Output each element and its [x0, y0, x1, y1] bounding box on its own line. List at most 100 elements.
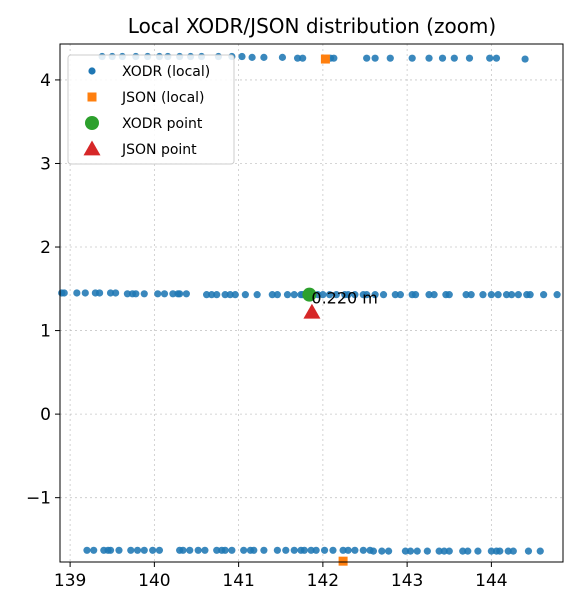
data-point [344, 546, 352, 554]
data-point [81, 289, 89, 297]
data-point [371, 54, 379, 62]
data-point [371, 291, 379, 299]
data-point [465, 54, 474, 62]
data-point [369, 547, 378, 555]
legend-marker [87, 92, 97, 102]
data-point [106, 546, 115, 554]
data-point [329, 546, 337, 554]
data-point [359, 546, 367, 554]
data-point [435, 547, 443, 555]
y-tick-label: 2 [40, 238, 51, 258]
legend-label: JSON point [121, 142, 197, 158]
data-point [496, 547, 504, 555]
data-point [464, 547, 472, 555]
y-tick-label: 0 [40, 405, 51, 425]
data-point [268, 291, 276, 299]
data-point [521, 55, 529, 63]
data-point [132, 290, 140, 298]
data-point [248, 53, 256, 61]
data-point [487, 547, 495, 555]
chart-title: Local XODR/JSON distribution (zoom) [128, 14, 496, 38]
legend-label: XODR point [122, 116, 203, 132]
data-point [221, 291, 229, 299]
data-point [203, 291, 211, 299]
data-point [208, 291, 216, 299]
data-point [494, 291, 502, 299]
data-point [338, 556, 348, 566]
data-point [283, 291, 292, 299]
data-point [445, 547, 453, 555]
data-point [411, 291, 420, 299]
data-point [241, 291, 249, 299]
y-tick-label: 1 [40, 322, 51, 342]
x-tick-label: 139 [54, 571, 86, 591]
data-point [133, 546, 142, 554]
data-point [140, 290, 148, 298]
data-point [487, 291, 495, 299]
data-point [273, 291, 281, 299]
y-axis: −1 0 1 2 3 4 [26, 71, 60, 509]
data-point [115, 546, 123, 554]
data-point [73, 289, 81, 297]
data-point [425, 54, 433, 62]
data-point [536, 547, 544, 555]
data-point [450, 54, 458, 62]
data-point [486, 54, 494, 62]
data-point [425, 291, 433, 299]
data-point [149, 546, 157, 554]
data-point [90, 546, 98, 554]
data-point [127, 546, 135, 554]
data-point [384, 547, 393, 555]
data-point [351, 546, 359, 554]
legend-label: JSON (local) [121, 90, 205, 106]
legend: XODR (local) JSON (local) XODR point JSON p… [67, 54, 235, 165]
data-point [459, 547, 467, 555]
data-point [396, 291, 404, 299]
data-point [344, 291, 352, 299]
series-1 [320, 54, 348, 566]
data-point [479, 291, 487, 299]
data-point [260, 53, 268, 61]
plot-frame [59, 43, 564, 563]
data-point [186, 546, 194, 554]
data-point [312, 546, 320, 554]
data-point [508, 291, 516, 299]
data-point [228, 546, 236, 554]
data-point [260, 546, 268, 554]
y-tick-label: 3 [40, 154, 51, 174]
data-point [290, 291, 298, 299]
data-point [351, 291, 359, 299]
data-point [300, 546, 308, 554]
data-point [467, 291, 475, 299]
data-point [194, 546, 202, 554]
data-point [332, 291, 340, 299]
data-point [282, 546, 290, 554]
data-point [319, 291, 327, 299]
data-point [363, 291, 371, 299]
data-point [278, 53, 287, 61]
data-point [307, 546, 315, 554]
y-tick-label: −1 [26, 489, 51, 509]
data-point [526, 291, 534, 299]
data-point [462, 291, 470, 299]
x-tick-label: 141 [222, 571, 254, 591]
data-point [326, 291, 334, 299]
x-tick-label: 142 [307, 571, 339, 591]
data-point [112, 289, 120, 297]
data-point [408, 54, 416, 62]
x-axis: 139 140 141 142 143 144 [54, 562, 508, 591]
annotations: 0.220 m [311, 289, 377, 308]
data-point [438, 54, 447, 62]
data-point [514, 291, 522, 299]
data-point [213, 291, 221, 299]
data-point [83, 546, 91, 554]
legend-marker [83, 140, 101, 156]
data-point [303, 303, 321, 319]
data-point [176, 290, 184, 298]
data-point [504, 547, 512, 555]
data-point [201, 546, 209, 554]
data-point [474, 547, 482, 555]
data-point [413, 547, 421, 555]
data-point [363, 54, 371, 62]
